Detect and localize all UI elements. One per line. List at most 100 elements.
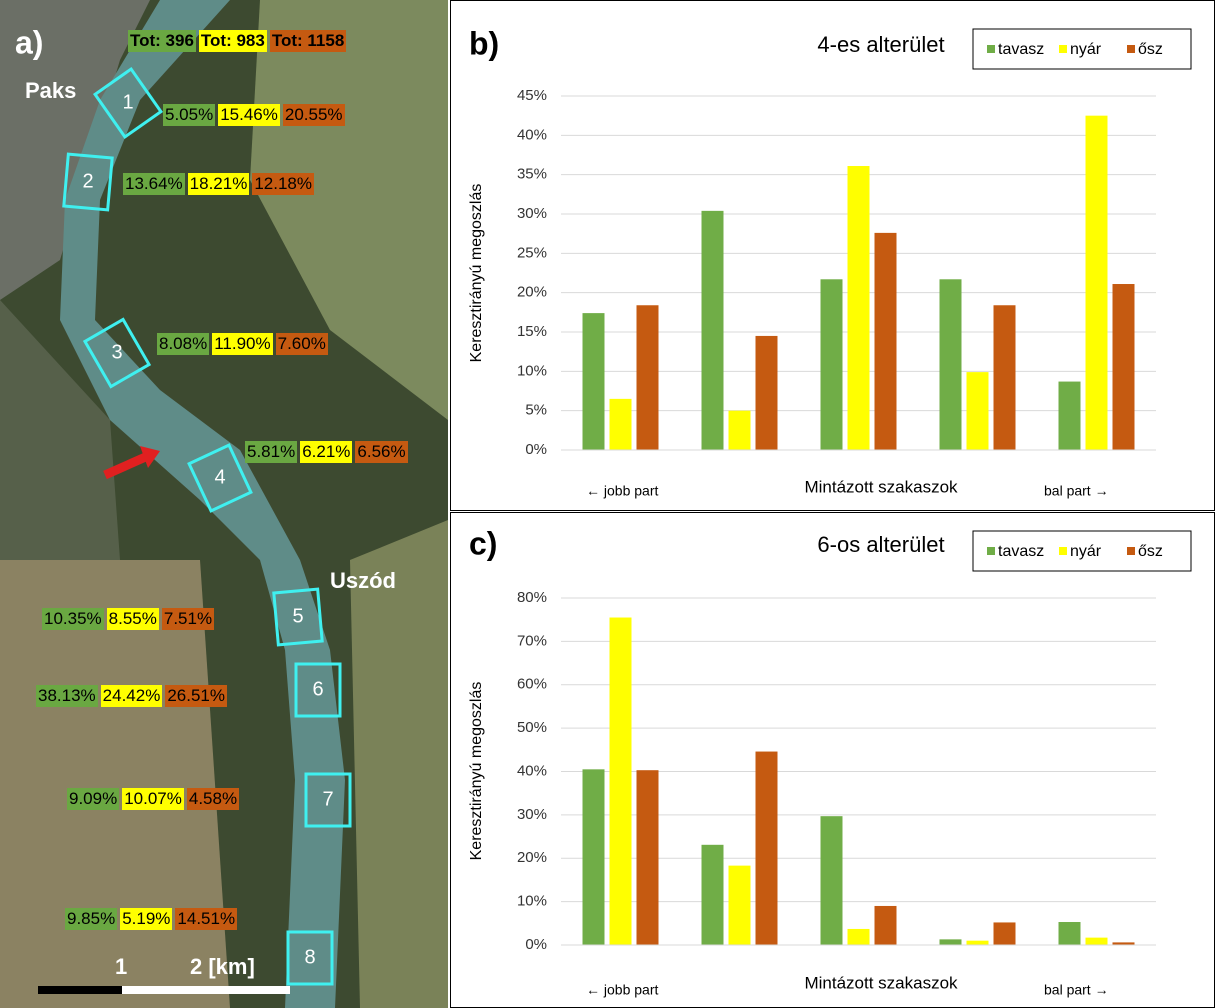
annotation: bal part → (1044, 982, 1109, 998)
bar (967, 372, 989, 450)
legend-swatch (1059, 45, 1067, 53)
share-label: 5.19% (120, 908, 172, 930)
legend-label: tavasz (998, 543, 1044, 560)
bar (610, 618, 632, 945)
y-tick-label: 70% (517, 632, 547, 649)
y-tick-label: 0% (525, 936, 547, 953)
place-label: Uszód (330, 568, 396, 593)
share-label: 20.55% (283, 104, 345, 126)
share-label: 15.46% (218, 104, 280, 126)
region-number: 3 (111, 341, 122, 363)
legend-swatch (1127, 45, 1135, 53)
bar (848, 166, 870, 450)
share-label: 11.90% (212, 333, 272, 355)
y-tick-label: 20% (517, 849, 547, 866)
share-label: 4.58% (187, 788, 239, 810)
totals: Tot: 396 Tot: 983 Tot: 1158 (128, 30, 346, 52)
annotation: bal part → (1044, 483, 1109, 499)
y-tick-label: 40% (517, 126, 547, 143)
share-label: 12.18% (252, 173, 314, 195)
annotation: ← jobb part (586, 982, 658, 998)
y-tick-label: 25% (517, 244, 547, 261)
region-shares: 38.13%24.42%26.51% (36, 685, 227, 707)
share-label: 5.81% (245, 441, 297, 463)
region-shares: 9.85%5.19%14.51% (65, 908, 237, 930)
region-shares: 5.81%6.21%6.56% (245, 441, 408, 463)
y-tick-label: 15% (517, 323, 547, 340)
chart: b)4-es alterületKeresztirányú megoszlásM… (450, 0, 1215, 511)
region-number: 7 (322, 788, 333, 810)
y-tick-label: 10% (517, 893, 547, 910)
panel-label: b) (469, 25, 499, 61)
legend-label: ősz (1138, 41, 1163, 58)
region-number: 1 (122, 91, 133, 113)
region-shares: 8.08%11.90%7.60% (157, 333, 328, 355)
y-tick-label: 80% (517, 589, 547, 606)
bar (848, 929, 870, 945)
panel-label: a) (15, 24, 43, 60)
legend-label: tavasz (998, 41, 1044, 58)
region-shares: 10.35%8.55%7.51% (42, 608, 214, 630)
legend-swatch (1127, 547, 1135, 555)
bar (821, 816, 843, 945)
x-axis-label: Mintázott szakaszok (804, 477, 958, 496)
figure: a) Paks Uszód 1 2 [km] 12345678 Tot: 396… (0, 0, 1215, 1008)
bar (940, 939, 962, 945)
bar (994, 922, 1016, 945)
y-axis-label: Keresztirányú megoszlás (468, 682, 485, 861)
legend-label: nyár (1070, 543, 1102, 560)
share-label: 9.09% (67, 788, 119, 810)
y-tick-label: 50% (517, 719, 547, 736)
share-label: 13.64% (123, 173, 185, 195)
share-label: 18.21% (188, 173, 250, 195)
y-tick-label: 20% (517, 284, 547, 301)
share-label: 10.35% (42, 608, 104, 630)
scale-label: 2 [km] (190, 954, 255, 979)
bar (702, 211, 724, 450)
bar (610, 399, 632, 450)
scale-bar (38, 986, 122, 994)
bar (875, 233, 897, 450)
region-number: 5 (292, 605, 303, 627)
share-label: 24.42% (101, 685, 163, 707)
fields (350, 520, 448, 1008)
bar (994, 305, 1016, 450)
y-tick-label: 40% (517, 762, 547, 779)
y-tick-label: 45% (517, 87, 547, 104)
bar (756, 752, 778, 945)
y-tick-label: 60% (517, 676, 547, 693)
y-tick-label: 5% (525, 402, 547, 419)
y-tick-label: 30% (517, 205, 547, 222)
share-label: 6.21% (300, 441, 352, 463)
share-label: 26.51% (165, 685, 227, 707)
region-shares: 13.64%18.21%12.18% (123, 173, 314, 195)
place-label: Paks (25, 78, 76, 103)
bar (1086, 116, 1108, 450)
y-tick-label: 10% (517, 362, 547, 379)
bar (702, 845, 724, 945)
share-label: 7.60% (276, 333, 328, 355)
bar (875, 906, 897, 945)
total: Tot: 983 (199, 30, 267, 52)
region-number: 8 (304, 946, 315, 968)
bar (756, 336, 778, 450)
annotation: ← jobb part (586, 483, 658, 499)
region-number: 4 (214, 466, 225, 488)
share-label: 8.55% (107, 608, 159, 630)
legend-label: nyár (1070, 41, 1102, 58)
y-tick-label: 0% (525, 441, 547, 458)
region-number: 6 (312, 678, 323, 700)
share-label: 8.08% (157, 333, 209, 355)
share-label: 10.07% (122, 788, 184, 810)
region-shares: 9.09%10.07%4.58% (67, 788, 239, 810)
legend-label: ősz (1138, 543, 1163, 560)
bar (637, 770, 659, 945)
region-shares: 5.05%15.46%20.55% (163, 104, 345, 126)
legend-swatch (1059, 547, 1067, 555)
bar (583, 313, 605, 450)
share-label: 7.51% (162, 608, 214, 630)
y-tick-label: 30% (517, 806, 547, 823)
bar (1059, 922, 1081, 945)
